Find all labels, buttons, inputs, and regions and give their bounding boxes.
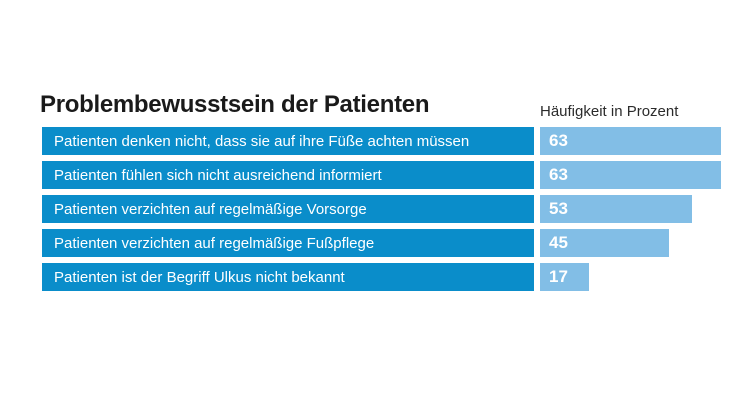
category-label-bar: Patienten verzichten auf regelmäßige Vor… [42, 195, 534, 223]
category-label: Patienten denken nicht, dass sie auf ihr… [54, 132, 470, 150]
value-label: 45 [549, 233, 568, 252]
chart-row: Patienten denken nicht, dass sie auf ihr… [42, 127, 742, 155]
value-bar: 53 [540, 195, 692, 223]
value-axis-label: Häufigkeit in Prozent [540, 103, 679, 120]
category-label: Patienten ist der Begriff Ulkus nicht be… [54, 268, 345, 286]
chart-row: Patienten verzichten auf regelmäßige Vor… [42, 195, 742, 223]
category-label-bar: Patienten ist der Begriff Ulkus nicht be… [42, 263, 534, 291]
chart-title: Problembewusstsein der Patienten [40, 91, 430, 118]
value-bar: 45 [540, 229, 669, 257]
category-label-bar: Patienten fühlen sich nicht ausreichend … [42, 161, 534, 189]
chart-row: Patienten ist der Begriff Ulkus nicht be… [42, 263, 742, 291]
value-bar: 63 [540, 161, 721, 189]
category-label: Patienten verzichten auf regelmäßige Vor… [54, 200, 367, 218]
chart-row: Patienten fühlen sich nicht ausreichend … [42, 161, 742, 189]
value-label: 63 [549, 131, 568, 150]
value-bar: 17 [540, 263, 589, 291]
category-label-bar: Patienten verzichten auf regelmäßige Fuß… [42, 229, 534, 257]
chart-row: Patienten verzichten auf regelmäßige Fuß… [42, 229, 742, 257]
category-label: Patienten fühlen sich nicht ausreichend … [54, 166, 382, 184]
category-label: Patienten verzichten auf regelmäßige Fuß… [54, 234, 375, 252]
value-bar: 63 [540, 127, 721, 155]
value-label: 17 [549, 267, 568, 286]
value-label: 63 [549, 165, 568, 184]
bar-rows: Patienten denken nicht, dass sie auf ihr… [42, 127, 742, 297]
category-label-bar: Patienten denken nicht, dass sie auf ihr… [42, 127, 534, 155]
value-label: 53 [549, 199, 568, 218]
